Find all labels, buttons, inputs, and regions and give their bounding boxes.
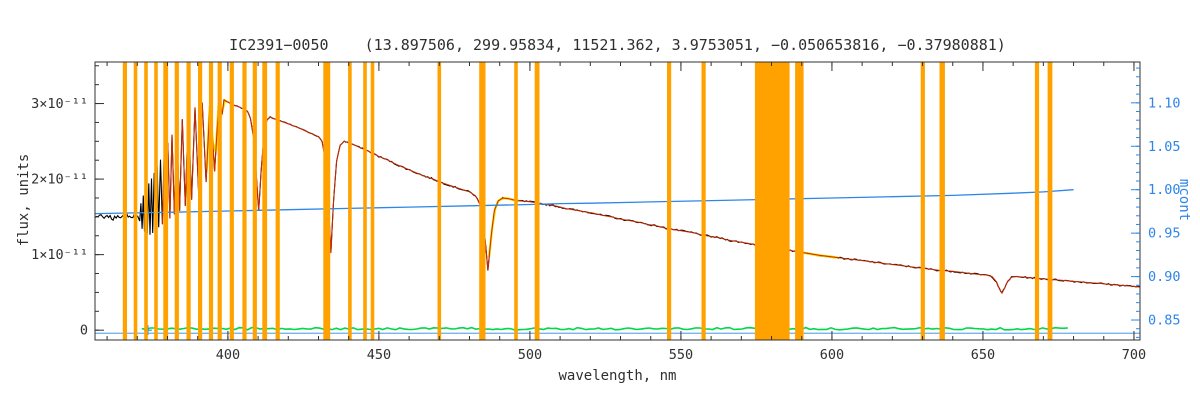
tick-label: 700 <box>1122 347 1146 363</box>
masked-band <box>939 62 945 340</box>
tick-label: 0.85 <box>1148 313 1181 329</box>
tick-label: 1.10 <box>1148 95 1181 111</box>
masked-band <box>275 62 280 340</box>
masked-band <box>198 62 203 340</box>
masked-band <box>186 62 191 340</box>
masked-band <box>479 62 486 340</box>
masked-band <box>370 62 375 340</box>
residual-line <box>141 326 1068 331</box>
tick-label: 1×10⁻¹¹ <box>31 247 88 263</box>
masked-band <box>514 62 518 340</box>
masked-band <box>363 62 367 340</box>
tick-label: 650 <box>971 347 995 363</box>
tick-label: 1.05 <box>1148 139 1181 155</box>
masked-band <box>229 62 234 340</box>
masked-band <box>262 62 268 340</box>
masked-band <box>154 62 158 340</box>
masked-band <box>1047 62 1053 340</box>
masked-band <box>242 62 247 340</box>
x-axis-label: wavelength, nm <box>558 368 677 384</box>
masked-band <box>437 62 442 340</box>
tick-label: 450 <box>367 347 391 363</box>
tick-label: 0.90 <box>1148 269 1181 285</box>
masked-band <box>920 62 925 340</box>
tick-label: 550 <box>669 347 693 363</box>
masked-band <box>163 62 169 340</box>
tick-label: 0 <box>80 323 88 339</box>
masked-band <box>252 62 257 340</box>
plot-title: IC2391−0050 (13.897506, 299.95834, 11521… <box>229 36 1006 54</box>
masked-band <box>667 62 672 340</box>
masked-band <box>323 62 331 340</box>
tick-label: 600 <box>820 347 844 363</box>
masked-band <box>701 62 706 340</box>
masked-band <box>754 62 790 340</box>
tick-label: 1.00 <box>1148 182 1181 198</box>
masked-band <box>174 62 179 340</box>
masked-band <box>217 62 222 340</box>
masked-band <box>208 62 214 340</box>
masked-band <box>122 62 127 340</box>
curves <box>95 97 1140 336</box>
model-fit <box>161 97 1140 295</box>
masked-band <box>1034 62 1040 340</box>
tick-label: 400 <box>216 347 240 363</box>
tick-label: 2×10⁻¹¹ <box>31 172 88 188</box>
masked-band <box>348 62 352 340</box>
masked-band <box>534 62 540 340</box>
axes: 400 450 500 550 600 650 700 0 1×10⁻¹¹ 2×10⁻¹¹ 3×10… <box>31 61 1181 363</box>
tick-label: 3×10⁻¹¹ <box>31 96 88 112</box>
masked-band <box>795 62 804 340</box>
axis-box <box>94 61 1141 341</box>
masked-band <box>144 62 148 340</box>
masked-band <box>133 62 138 340</box>
masked-regions <box>122 62 1053 340</box>
tick-label: 500 <box>518 347 542 363</box>
mcont-curve <box>95 189 1074 215</box>
tick-label: 0.95 <box>1148 226 1181 242</box>
